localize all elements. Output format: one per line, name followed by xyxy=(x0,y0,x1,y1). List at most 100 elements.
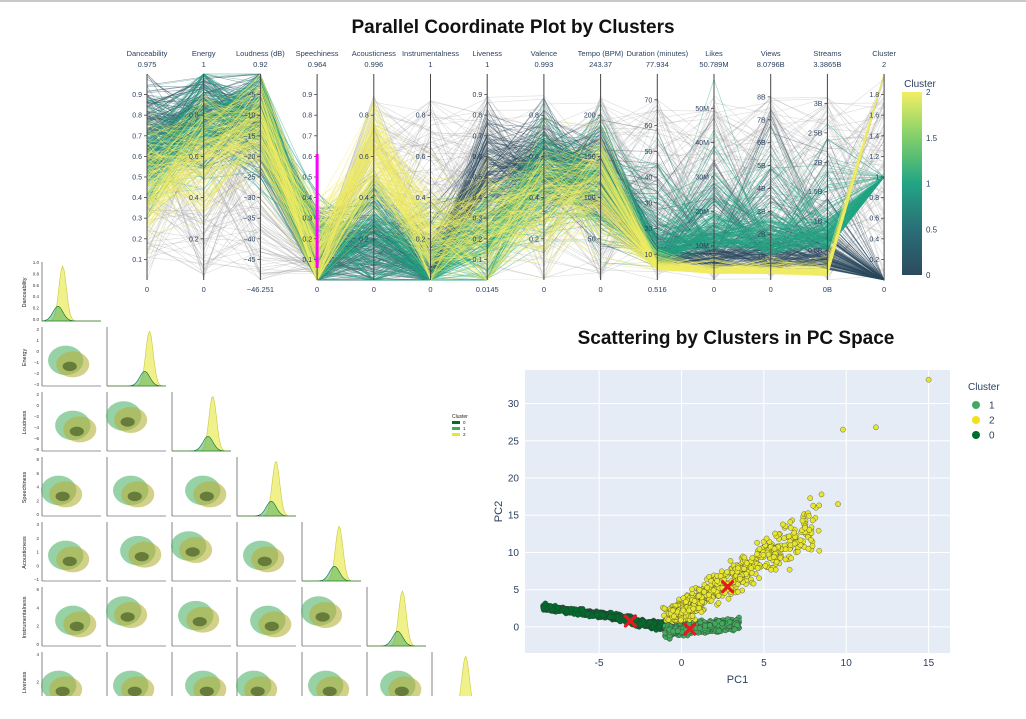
pc-tick-label: 0.3 xyxy=(302,216,312,223)
point-cluster-2 xyxy=(724,569,730,575)
pc-tick-label: 5B xyxy=(757,163,766,170)
pc-axis-name: Streams xyxy=(813,49,841,58)
point-cluster-2 xyxy=(754,539,760,546)
pc-tick-label: 0.4 xyxy=(359,195,369,202)
pc-axis-max-label: 50.789M xyxy=(699,60,728,69)
pc-tick-label: 0.4 xyxy=(132,195,142,202)
scatter-legend[interactable]: Cluster 1 2 0 xyxy=(968,382,1000,442)
point-cluster-2 xyxy=(809,543,816,549)
point-cluster-0 xyxy=(568,605,574,612)
point-cluster-2 xyxy=(772,566,779,573)
pair-y-tick: −1 xyxy=(34,360,40,365)
pc-axis-max-label: 0.993 xyxy=(535,60,554,69)
kde-blob-cluster-0 xyxy=(192,616,207,627)
point-cluster-2-outlier xyxy=(873,424,879,431)
point-cluster-2 xyxy=(661,605,668,612)
kde-blob-cluster-0 xyxy=(120,417,135,427)
pc-tick-label: 0.8 xyxy=(529,113,539,120)
point-cluster-2 xyxy=(698,609,705,615)
kde-cluster-2 xyxy=(107,330,166,387)
pc-tick-label: −5 xyxy=(247,92,255,99)
pc-tick-label: 0.6 xyxy=(302,154,312,161)
point-cluster-0 xyxy=(649,624,656,630)
pc-tick-label: 20M xyxy=(695,209,709,216)
legend-label-cluster-2: 2 xyxy=(989,416,995,427)
pc-tick-label: 0.4 xyxy=(189,195,199,202)
point-cluster-2 xyxy=(782,546,789,553)
pc-tick-label: 1B xyxy=(757,255,766,262)
pc-tick-label: −40 xyxy=(244,236,256,243)
y-tick-label: 30 xyxy=(508,399,520,410)
pc-axis-min-label: 0 xyxy=(315,285,319,294)
pc-tick-label: 30M xyxy=(695,175,709,182)
pc-tick-label: 8B xyxy=(757,94,766,101)
scatter-grid xyxy=(525,370,950,653)
pc-tick-label: 0.2 xyxy=(529,236,539,243)
pc-tick-label: 0.6 xyxy=(529,154,539,161)
point-cluster-2 xyxy=(797,537,804,544)
parallel-coordinates-plot[interactable]: Danceability 0.975 0 0.1 0.2 0.3 0.4 0.5 0.6 0.7 0… xyxy=(0,44,1026,344)
point-cluster-0 xyxy=(647,619,653,626)
kde-blob-cluster-0 xyxy=(69,621,84,632)
point-cluster-2 xyxy=(756,546,763,552)
pair-ylabel: Loudness xyxy=(22,410,28,434)
pc-axis-min-label: 0 xyxy=(542,285,546,294)
pc-axis-max-label: 0.975 xyxy=(138,60,157,69)
pc-tick-label: 4B xyxy=(757,186,766,193)
legend-label-cluster-1: 1 xyxy=(989,401,995,412)
pc-tick-label: 2.5B xyxy=(808,130,823,137)
point-cluster-2 xyxy=(816,502,822,509)
centroid-x xyxy=(623,614,638,628)
point-cluster-2 xyxy=(714,578,720,584)
pair-y-tick: 4 xyxy=(36,605,39,610)
pc-tick-label: 0.8 xyxy=(869,195,879,202)
point-cluster-2 xyxy=(772,530,778,537)
point-cluster-2 xyxy=(680,595,687,601)
point-cluster-2 xyxy=(735,589,741,595)
kde-cluster-2 xyxy=(42,265,101,322)
pc-axis-name: Tempo (BPM) xyxy=(578,49,624,58)
point-cluster-2 xyxy=(696,593,702,599)
pair-cell-acousticness-energy xyxy=(106,522,166,582)
pair-cell-liveness-acousticness xyxy=(301,652,350,696)
pc-line-cluster-2 xyxy=(146,73,885,281)
centroid-marker-cluster-1 xyxy=(683,622,697,636)
pc-tick-label: 0.6 xyxy=(472,154,482,161)
pair-diag-danceability xyxy=(41,262,101,322)
y-axis-label: PC2 xyxy=(493,501,505,522)
pc-line-cluster-2 xyxy=(146,73,885,281)
pc-tick-label: 0.4 xyxy=(302,195,312,202)
pc-axis-min-label: 0 xyxy=(712,285,716,294)
kde-cluster-1 xyxy=(172,436,231,452)
pc-tick-label: 2B xyxy=(814,160,823,167)
pair-y-tick: 4 xyxy=(36,485,39,490)
pair-y-tick: −4 xyxy=(34,425,40,430)
pc-tick-label: 150 xyxy=(584,154,596,161)
point-cluster-1 xyxy=(696,625,703,631)
pair-y-tick: 2 xyxy=(36,680,39,685)
point-cluster-2 xyxy=(799,517,806,524)
pair-y-tick: −8 xyxy=(34,447,40,452)
pc-axis-min-label: 0 xyxy=(599,285,603,294)
point-cluster-2 xyxy=(781,535,787,541)
pc-tick-label: 0.7 xyxy=(472,133,482,140)
point-cluster-2 xyxy=(704,584,710,591)
kde-cluster-2 xyxy=(172,396,231,452)
point-cluster-1 xyxy=(670,628,676,635)
pc-axis-name: Likes xyxy=(705,49,723,58)
point-cluster-0 xyxy=(554,604,561,611)
pair-legend-title: Cluster xyxy=(452,414,468,420)
pc-tick-label: 50 xyxy=(588,236,596,243)
pc-tick-label: 0.2 xyxy=(472,236,482,243)
pc-axis-name: Instrumentalness xyxy=(402,49,459,58)
pair-diag-tick: 0.6 xyxy=(33,283,40,288)
kde-blob-cluster-0 xyxy=(134,551,149,562)
pair-y-tick: 4 xyxy=(36,652,39,657)
pc-axis-max-label: 1 xyxy=(428,60,432,69)
kde-blob-cluster-0 xyxy=(127,491,142,502)
pair-cell-speechiness-energy xyxy=(106,457,166,517)
kde-blob-cluster-0 xyxy=(55,686,70,696)
point-cluster-2 xyxy=(735,565,741,571)
point-cluster-2 xyxy=(737,576,743,582)
